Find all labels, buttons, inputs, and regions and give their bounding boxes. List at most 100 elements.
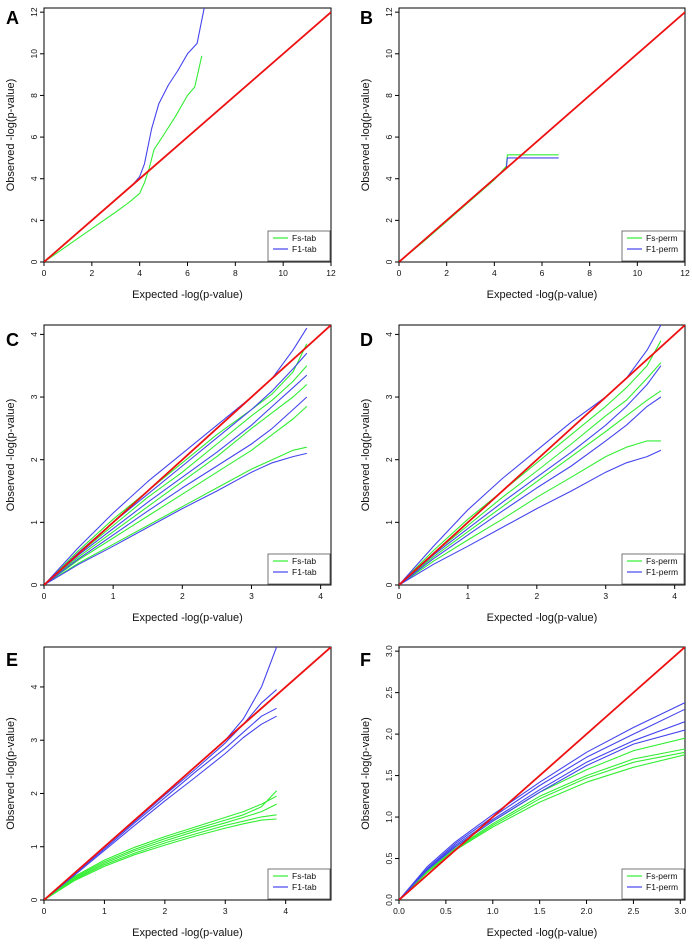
y-tick-label: 6 — [29, 134, 39, 139]
y-tick-label: 10 — [384, 49, 394, 59]
y-tick-label: 2 — [29, 791, 39, 796]
legend-box — [621, 868, 685, 900]
x-axis-label: Expected -log(p-value) — [487, 612, 598, 624]
x-tick-label: 2.0 — [581, 906, 593, 916]
x-tick-label: 10 — [278, 268, 288, 278]
x-tick-label: 0 — [42, 268, 47, 278]
series-line-fs-tab — [44, 814, 277, 900]
legend-box — [621, 553, 685, 585]
x-tick-label: 6 — [540, 268, 545, 278]
y-axis-label: Observed -log(p-value) — [360, 399, 372, 512]
series-line-f1-tab — [44, 452, 307, 585]
y-tick-label: 3 — [29, 394, 39, 399]
series-line-fs-perm — [399, 362, 662, 585]
x-tick-label: 10 — [633, 268, 643, 278]
series-line-fs-perm — [399, 754, 685, 900]
x-tick-label: 0 — [42, 591, 47, 601]
x-tick-label: 4 — [318, 591, 323, 601]
legend-label: F1-tab — [292, 882, 317, 892]
y-axis-label: Observed -log(p-value) — [5, 399, 17, 512]
series-line-f1-tab — [44, 715, 277, 900]
y-axis-label: Observed -log(p-value) — [5, 79, 17, 192]
series-line-fs-tab — [44, 803, 277, 900]
series-group — [44, 8, 331, 262]
x-tick-label: 3 — [223, 906, 228, 916]
series-group — [399, 325, 685, 585]
series-line-f1-perm — [399, 157, 559, 262]
series-line-f1-perm — [399, 702, 685, 900]
x-axis-label: Expected -log(p-value) — [487, 927, 598, 939]
y-tick-label: 1.0 — [384, 811, 394, 823]
y-tick-label: 2.5 — [384, 686, 394, 698]
y-tick-label: 3.0 — [384, 645, 394, 657]
y-axis-label: Observed -log(p-value) — [5, 717, 17, 830]
plot-frame — [398, 646, 686, 901]
x-tick-label: 0.0 — [393, 906, 405, 916]
series-line-fs-tab — [44, 818, 277, 900]
plot-frame — [43, 324, 332, 586]
y-tick-label: 2 — [29, 218, 39, 223]
x-axis-label: Expected -log(p-value) — [487, 289, 598, 301]
panel-letter: A — [6, 8, 19, 28]
series-line-f1-tab — [44, 327, 308, 585]
y-tick-label: 2 — [384, 218, 394, 223]
panel-letter: D — [360, 330, 373, 350]
y-tick-label: 2.0 — [384, 728, 394, 740]
x-tick-label: 3 — [603, 591, 608, 601]
series-line-fs-tab — [44, 384, 308, 585]
series-line-fs-tab — [44, 55, 203, 262]
series-group — [44, 647, 331, 900]
plot-frame — [43, 646, 332, 901]
plot-frame — [398, 324, 686, 586]
x-tick-label: 4 — [492, 268, 497, 278]
y-tick-label: 1 — [29, 520, 39, 525]
series-line-f1-perm — [399, 396, 662, 585]
diagonal-line — [44, 11, 331, 262]
series-line-f1-tab — [44, 374, 308, 585]
y-tick-label: 4 — [384, 332, 394, 337]
y-axis-label: Observed -log(p-value) — [360, 717, 372, 830]
series-line-fs-perm — [399, 751, 685, 900]
legend-label: Fs-perm — [646, 233, 678, 243]
panel-a: A 0 2 4 6 8 10 12 0 2 4 6 8 10 12 Expected -log(p-value… — [5, 7, 336, 301]
diagonal-line — [399, 11, 685, 262]
y-tick-label: 6 — [384, 134, 394, 139]
series-line-fs-tab — [44, 790, 278, 900]
x-tick-label: 6 — [185, 268, 190, 278]
x-tick-label: 12 — [326, 268, 336, 278]
series-line-fs-perm — [399, 154, 559, 262]
series-group — [44, 325, 331, 585]
series-line-f1-tab — [44, 8, 205, 262]
y-tick-label: 1 — [29, 844, 39, 849]
x-tick-label: 4 — [672, 591, 677, 601]
y-tick-label: 4 — [29, 332, 39, 337]
panel-d: D 0 1 2 3 4 0 1 2 3 4 Expected -log(p-value) Observe… — [360, 324, 686, 624]
legend-label: F1-perm — [646, 567, 678, 577]
series-line-fs-tab — [44, 446, 307, 585]
x-tick-label: 0 — [397, 591, 402, 601]
series-line-fs-tab — [44, 795, 277, 900]
x-tick-label: 4 — [137, 268, 142, 278]
series-line-fs-perm — [399, 440, 661, 585]
series-group — [399, 11, 685, 262]
x-tick-label: 2.5 — [628, 906, 640, 916]
legend-label: F1-tab — [292, 244, 317, 254]
diagonal-line — [44, 647, 331, 900]
x-tick-label: 0 — [397, 268, 402, 278]
y-tick-label: 1 — [384, 520, 394, 525]
x-tick-label: 2 — [180, 591, 185, 601]
legend-label: F1-perm — [646, 244, 678, 254]
x-tick-label: 3 — [249, 591, 254, 601]
x-axis-label: Expected -log(p-value) — [132, 612, 243, 624]
y-tick-label: 4 — [29, 176, 39, 181]
panel-letter: C — [6, 330, 19, 350]
legend-label: Fs-perm — [646, 871, 678, 881]
y-tick-label: 4 — [29, 684, 39, 689]
y-tick-label: 0 — [384, 259, 394, 264]
y-tick-label: 8 — [384, 93, 394, 98]
